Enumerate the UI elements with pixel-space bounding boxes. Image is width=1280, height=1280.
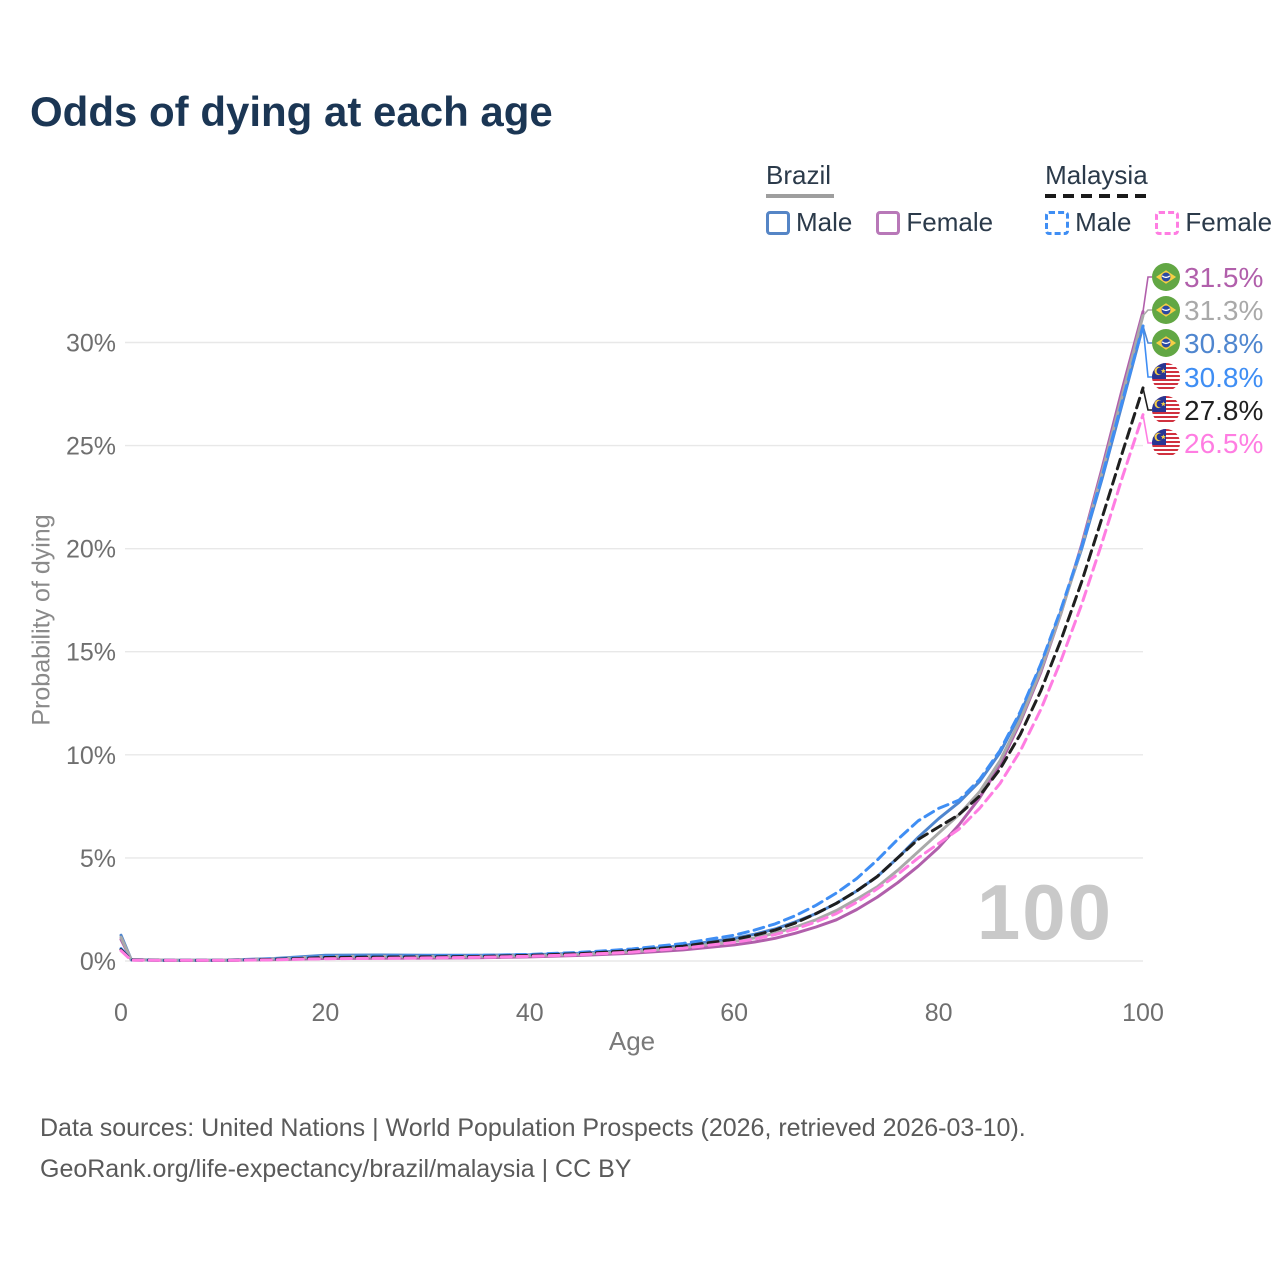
end-label-connector <box>1142 414 1152 444</box>
end-label-connector <box>1142 325 1152 378</box>
x-tick-label: 60 <box>720 999 748 1027</box>
page-title: Odds of dying at each age <box>30 88 553 135</box>
malaysia-flag-icon <box>1152 363 1180 391</box>
series-line-malaysia-total[interactable] <box>119 386 1145 962</box>
end-value-label-brazil-female: 31.5% <box>1184 262 1263 293</box>
hover-age-watermark: 100 <box>976 868 1113 956</box>
brazil-flag-icon <box>1152 296 1180 324</box>
y-tick-label: 20% <box>66 536 116 564</box>
series-line-brazil-total[interactable] <box>119 314 1145 962</box>
end-value-label-brazil-total: 31.3% <box>1184 295 1263 326</box>
y-tick-label: 10% <box>66 742 116 770</box>
malaysia-line-style-swatch <box>1045 194 1150 198</box>
data-source-note: Data sources: United Nations | World Pop… <box>40 1114 1026 1142</box>
y-tick-label: 5% <box>80 845 116 873</box>
end-label-connector <box>1142 309 1152 317</box>
y-tick-label: 0% <box>80 948 116 976</box>
series-line-malaysia-male[interactable] <box>119 324 1145 962</box>
legend-label-malaysia-female[interactable]: Female <box>1185 207 1273 237</box>
y-tick-label: 25% <box>66 433 116 461</box>
legend-swatch-brazil-female[interactable] <box>876 210 901 235</box>
legend-label-malaysia-male[interactable]: Male <box>1075 207 1132 237</box>
legend-group-brazil: Brazil Male Female <box>766 160 1011 238</box>
end-value-label-brazil-male: 30.8% <box>1184 328 1263 359</box>
legend-country-brazil[interactable]: Brazil <box>766 160 832 190</box>
x-tick-label: 40 <box>516 999 544 1027</box>
legend-swatch-brazil-male[interactable] <box>766 210 790 235</box>
legend-group-malaysia: Malaysia Male Female <box>1045 160 1280 238</box>
legend-country-malaysia[interactable]: Malaysia <box>1045 160 1148 190</box>
malaysia-flag-icon <box>1152 396 1180 424</box>
end-label-connector <box>1142 387 1152 411</box>
series-line-brazil-male[interactable] <box>119 324 1145 962</box>
x-axis-title: Age <box>608 1026 656 1056</box>
end-value-label-malaysia-female: 26.5% <box>1184 428 1263 459</box>
x-tick-label: 0 <box>114 999 128 1027</box>
legend: Brazil Male Female Malaysia Male Female <box>766 160 1280 238</box>
series-line-brazil-female[interactable] <box>119 310 1145 962</box>
attribution-note: GeoRank.org/life-expectancy/brazil/malay… <box>40 1154 632 1183</box>
x-tick-label: 100 <box>1122 999 1164 1027</box>
x-tick-label: 80 <box>925 999 953 1027</box>
malaysia-flag-icon <box>1152 429 1180 457</box>
end-label-connector <box>1142 276 1152 312</box>
footer: Data sources: United Nations | World Pop… <box>40 1108 1026 1189</box>
end-value-label-malaysia-male: 30.8% <box>1184 362 1263 393</box>
end-value-label-malaysia-total: 27.8% <box>1184 395 1263 426</box>
x-tick-label: 20 <box>311 999 339 1027</box>
end-label-connector <box>1142 325 1152 344</box>
brazil-flag-icon <box>1152 263 1180 291</box>
legend-swatch-malaysia-female[interactable] <box>1155 210 1180 235</box>
legend-label-brazil-female[interactable]: Female <box>906 207 994 237</box>
brazil-line-style-swatch <box>766 194 834 198</box>
legend-label-brazil-male[interactable]: Male <box>796 207 853 237</box>
y-tick-label: 30% <box>66 330 116 358</box>
brazil-flag-icon <box>1152 329 1180 357</box>
series-line-malaysia-female[interactable] <box>119 413 1145 962</box>
legend-swatch-malaysia-male[interactable] <box>1045 210 1070 235</box>
y-tick-label: 15% <box>66 639 116 667</box>
